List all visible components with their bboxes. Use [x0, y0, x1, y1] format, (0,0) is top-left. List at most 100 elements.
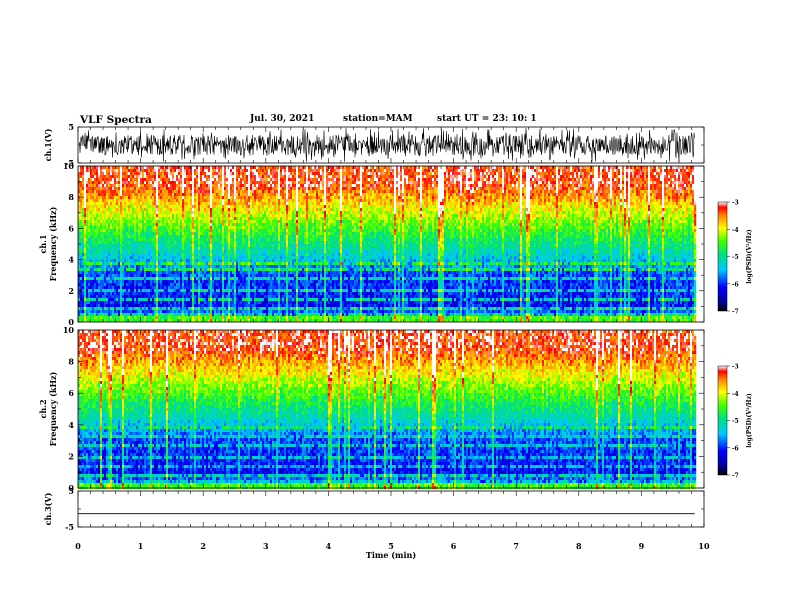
psd-cell	[660, 178, 662, 181]
psd-cell	[508, 184, 510, 187]
psd-cell	[600, 184, 602, 187]
psd-cell	[394, 181, 396, 184]
psd-cell	[164, 193, 166, 196]
psd-cell	[80, 175, 82, 178]
psd-cell	[568, 178, 570, 181]
psd-cell	[400, 175, 402, 178]
psd-cell	[294, 199, 296, 202]
psd-cell	[164, 208, 166, 211]
psd-cell	[262, 208, 264, 211]
psd-cell	[650, 178, 652, 181]
psd-cell	[230, 190, 232, 193]
psd-cell	[608, 196, 610, 199]
psd-cell	[684, 199, 686, 202]
psd-cell	[362, 193, 364, 196]
psd-cell	[246, 184, 248, 187]
psd-cell	[196, 166, 198, 169]
psd-cell	[280, 169, 282, 172]
psd-cell	[484, 196, 486, 199]
psd-cell	[138, 208, 140, 211]
psd-cell	[276, 193, 278, 196]
psd-cell	[212, 205, 214, 208]
psd-cell	[254, 208, 256, 211]
psd-cell	[116, 175, 118, 178]
psd-cell	[90, 202, 92, 205]
psd-cell	[332, 208, 334, 211]
psd-cell	[112, 193, 114, 196]
psd-cell	[658, 202, 660, 205]
psd-cell	[638, 193, 640, 196]
psd-cell	[164, 169, 166, 172]
psd-cell	[162, 166, 164, 169]
psd-cell	[96, 178, 98, 181]
psd-cell	[290, 178, 292, 181]
psd-cell	[296, 211, 298, 214]
psd-cell	[536, 202, 538, 205]
psd-cell	[442, 196, 444, 199]
psd-cell	[168, 205, 170, 208]
psd-cell	[440, 187, 442, 190]
psd-cell	[100, 211, 102, 214]
psd-cell	[680, 178, 682, 181]
psd-cell	[582, 202, 584, 205]
psd-cell	[594, 205, 596, 208]
psd-cell	[374, 208, 376, 211]
psd-cell	[148, 193, 150, 196]
psd-cell	[190, 175, 192, 178]
psd-cell	[114, 193, 116, 196]
psd-cell	[80, 187, 82, 190]
psd-cell	[356, 175, 358, 178]
psd-cell	[200, 175, 202, 178]
psd-cell	[636, 208, 638, 211]
psd-cell	[330, 202, 332, 205]
psd-cell	[614, 193, 616, 196]
psd-cell	[266, 196, 268, 199]
psd-cell	[402, 178, 404, 181]
psd-cell	[410, 196, 412, 199]
psd-cell	[274, 172, 276, 175]
psd-cell	[226, 169, 228, 172]
psd-cell	[350, 187, 352, 190]
psd-cell	[262, 169, 264, 172]
psd-cell	[144, 193, 146, 196]
psd-cell	[146, 181, 148, 184]
psd-cell	[354, 172, 356, 175]
psd-cell	[570, 190, 572, 193]
psd-cell	[192, 202, 194, 205]
psd-cell	[228, 181, 230, 184]
psd-cell	[654, 178, 656, 181]
psd-cell	[522, 211, 524, 214]
psd-cell	[394, 211, 396, 214]
psd-cell	[482, 205, 484, 208]
psd-cell	[552, 178, 554, 181]
psd-cell	[682, 166, 684, 169]
psd-cell	[610, 166, 612, 169]
psd-cell	[498, 169, 500, 172]
psd-cell	[210, 172, 212, 175]
psd-cell	[520, 196, 522, 199]
psd-cell	[276, 172, 278, 175]
psd-cell	[412, 211, 414, 214]
psd-cell	[454, 196, 456, 199]
psd-cell	[276, 175, 278, 178]
psd-cell	[392, 166, 394, 169]
psd-cell	[616, 199, 618, 202]
psd-cell	[548, 211, 550, 214]
psd-cell	[134, 193, 136, 196]
psd-cell	[446, 166, 448, 169]
psd-cell	[392, 187, 394, 190]
psd-cell	[82, 205, 84, 208]
psd-cell	[220, 166, 222, 169]
psd-cell	[418, 202, 420, 205]
psd-cell	[640, 172, 642, 175]
psd-cell	[590, 172, 592, 175]
psd-cell	[160, 181, 162, 184]
psd-cell	[528, 184, 530, 187]
psd-cell	[412, 202, 414, 205]
psd-cell	[374, 169, 376, 172]
psd-cell	[448, 190, 450, 193]
psd-cell	[358, 169, 360, 172]
psd-cell	[656, 184, 658, 187]
psd-cell	[194, 184, 196, 187]
psd-cell	[104, 169, 106, 172]
